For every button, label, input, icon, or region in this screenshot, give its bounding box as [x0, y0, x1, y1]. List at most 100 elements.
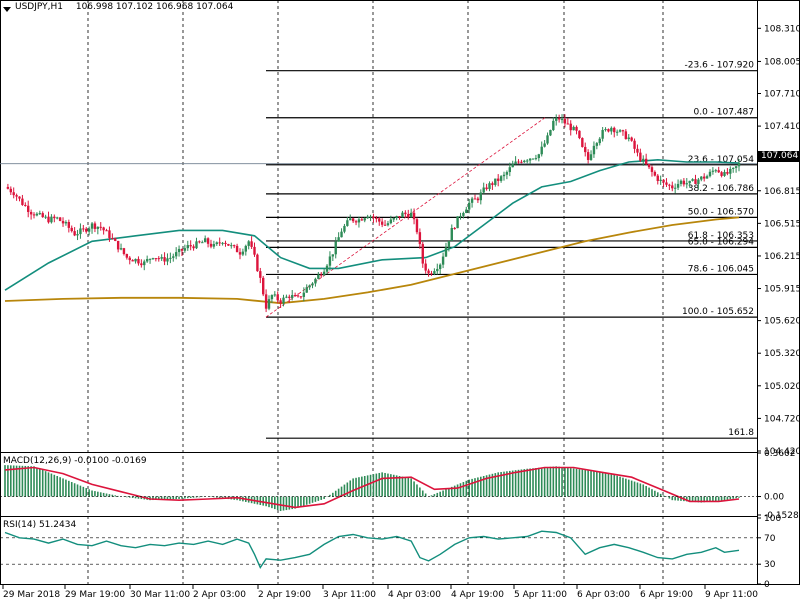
candle-bull — [244, 245, 247, 252]
candle-bear — [662, 179, 665, 183]
candle-bear — [227, 243, 230, 246]
candle-bull — [508, 167, 512, 173]
candle-bear — [29, 211, 33, 215]
candle-bear — [453, 228, 456, 230]
candle-bear — [476, 198, 480, 201]
candle-bear — [682, 180, 686, 185]
candle-bull — [409, 212, 413, 218]
candle-bull — [537, 154, 541, 159]
candle-bull — [456, 216, 459, 229]
candle-bull — [488, 183, 491, 190]
candle-bull — [592, 145, 596, 155]
candle-bear — [613, 127, 616, 133]
candle-bear — [67, 222, 71, 228]
price-tick-label: 107.710 — [764, 89, 800, 99]
candle-bull — [334, 241, 337, 255]
candle-bull — [447, 240, 451, 248]
candle-bull — [482, 187, 485, 193]
candle-bear — [581, 138, 584, 147]
candle-bull — [514, 161, 517, 164]
price-tick-label: 105.915 — [764, 285, 800, 295]
candle-bear — [473, 198, 477, 200]
macd-tick-label: 0.3602 — [764, 449, 796, 459]
candle-bear — [24, 204, 27, 206]
candle-bull — [79, 228, 82, 235]
candle-bull — [337, 237, 340, 242]
candle-bear — [122, 248, 126, 254]
candle-bear — [137, 258, 140, 264]
candle-bear — [415, 219, 419, 233]
rsi-tick-label: 0 — [764, 580, 770, 590]
candle-bull — [273, 294, 277, 296]
chart-menu-triangle-icon[interactable] — [3, 7, 11, 12]
candle-bear — [694, 179, 697, 184]
candle-bull — [734, 166, 738, 168]
candle-bull — [595, 143, 599, 146]
rsi-tick-label: 100 — [764, 514, 781, 524]
symbol-label: USDJPY,H1 — [15, 2, 63, 12]
candle-bear — [47, 216, 50, 223]
candle-bear — [12, 192, 15, 196]
candle-bull — [392, 218, 395, 220]
ma-fast-line — [4, 158, 740, 291]
candle-bull — [183, 248, 187, 251]
candle-bear — [633, 140, 636, 149]
candle-bull — [688, 180, 691, 184]
candle-bull — [386, 223, 390, 226]
macd-label: MACD(12,26,9) -0.0100 -0.0169 — [3, 456, 147, 466]
price-tick-label: 108.310 — [764, 24, 800, 34]
candle-bull — [433, 271, 436, 274]
candle-bear — [566, 123, 570, 125]
candle-bull — [604, 129, 607, 131]
candle-bear — [206, 238, 210, 244]
candle-bull — [322, 271, 326, 276]
candle-bear — [128, 257, 131, 261]
candle-bull — [201, 242, 204, 244]
candle-bear — [21, 198, 24, 205]
candle-bear — [99, 226, 102, 228]
macd-tick-label: 0.00 — [764, 493, 784, 503]
candle-bull — [363, 218, 366, 221]
candle-bull — [543, 143, 546, 147]
candle-bull — [615, 131, 619, 133]
macd-signal-line — [4, 466, 740, 509]
time-tick-label: 6 Apr 03:00 — [577, 590, 630, 600]
price-tick-label: 107.410 — [764, 122, 800, 132]
candle-bull — [462, 212, 465, 216]
candle-bear — [32, 214, 36, 216]
candle-bull — [467, 202, 471, 210]
candle-bear — [116, 240, 120, 250]
symbol-header: USDJPY,H1 106.998 107.102 106.968 107.06… — [15, 2, 233, 12]
candle-bull — [169, 257, 172, 259]
candle-bear — [418, 232, 422, 245]
candle-bear — [189, 245, 192, 247]
candle-bear — [157, 258, 160, 260]
candle-bear — [647, 164, 651, 168]
candle-bull — [160, 257, 163, 259]
candle-bull — [331, 254, 335, 257]
candle-bear — [61, 220, 65, 224]
candle-bull — [470, 198, 474, 203]
time-tick-label: 6 Apr 19:00 — [640, 590, 693, 600]
candle-bull — [555, 118, 558, 121]
time-tick-label: 29 Mar 19:00 — [65, 590, 125, 600]
candle-bear — [27, 205, 30, 212]
candle-bull — [546, 135, 549, 144]
candle-bull — [87, 228, 91, 232]
candle-bull — [459, 215, 462, 217]
candle-bull — [203, 238, 207, 243]
candle-bear — [82, 228, 85, 230]
candle-bull — [441, 256, 445, 265]
candle-bear — [517, 161, 520, 163]
candle-bull — [134, 258, 137, 262]
candle-bull — [44, 216, 47, 218]
candle-bull — [366, 216, 369, 219]
ma-slow-line — [4, 216, 740, 305]
candle-bull — [96, 226, 100, 229]
candle-bear — [296, 295, 300, 297]
candle-bear — [569, 123, 572, 131]
rsi-line — [4, 530, 740, 569]
fib-level-label: 50.0 - 106.570 — [688, 207, 754, 217]
fib-level-label: 78.6 - 106.045 — [688, 264, 754, 274]
